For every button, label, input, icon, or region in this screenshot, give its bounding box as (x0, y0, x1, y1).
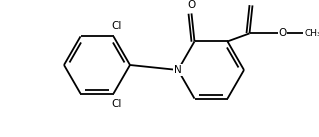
Text: CH₃: CH₃ (304, 29, 319, 38)
Text: O: O (278, 28, 287, 38)
Text: N: N (174, 65, 182, 75)
Text: Cl: Cl (111, 99, 122, 109)
Text: Cl: Cl (111, 21, 122, 31)
Text: O: O (187, 0, 196, 10)
Text: O: O (249, 0, 256, 2)
